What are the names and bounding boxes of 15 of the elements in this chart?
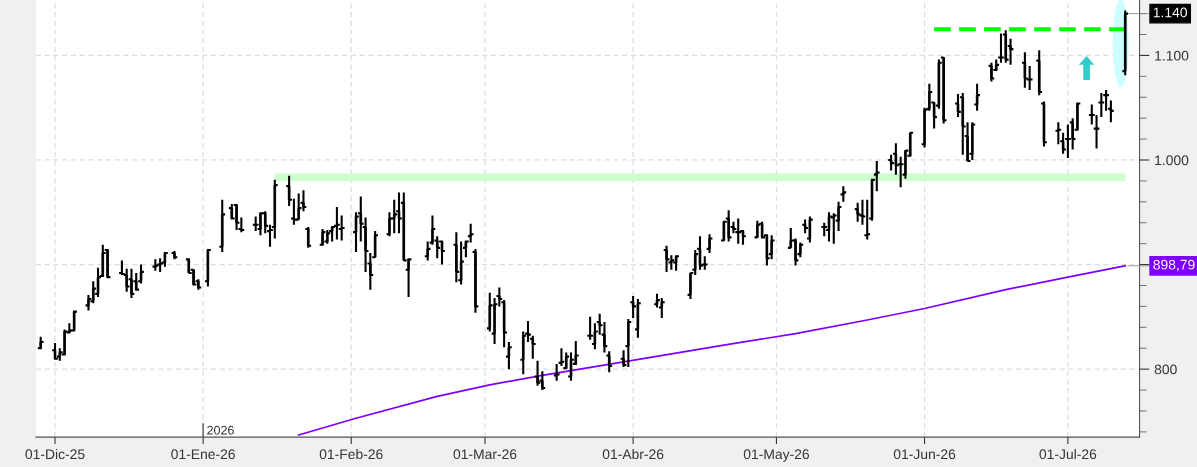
x-tick-label: 01-Abr-26 — [602, 448, 664, 460]
x-tick-label: 01-Feb-26 — [319, 448, 383, 460]
x-tick-label: 01-May-26 — [743, 449, 810, 462]
y-tick-label: 1.100 — [1155, 50, 1189, 61]
x-tick-label: 01-Jul-26 — [1039, 448, 1097, 460]
x-tick-label: 01-Dic-25 — [25, 448, 85, 460]
annotation: 898,79 — [1153, 259, 1195, 272]
line-series — [297, 264, 1127, 436]
x-tick-label: 01-Jun-26 — [893, 449, 956, 460]
x-tick-label: 01-Mar-26 — [453, 449, 517, 460]
annotation: 2026 — [207, 425, 234, 435]
annotation: 1.140 — [1153, 7, 1187, 18]
y-tick-label: 1.000 — [1155, 155, 1189, 166]
x-tick-label: 01-Ene-26 — [171, 449, 235, 460]
y-tick-label: 800 — [1154, 364, 1177, 375]
